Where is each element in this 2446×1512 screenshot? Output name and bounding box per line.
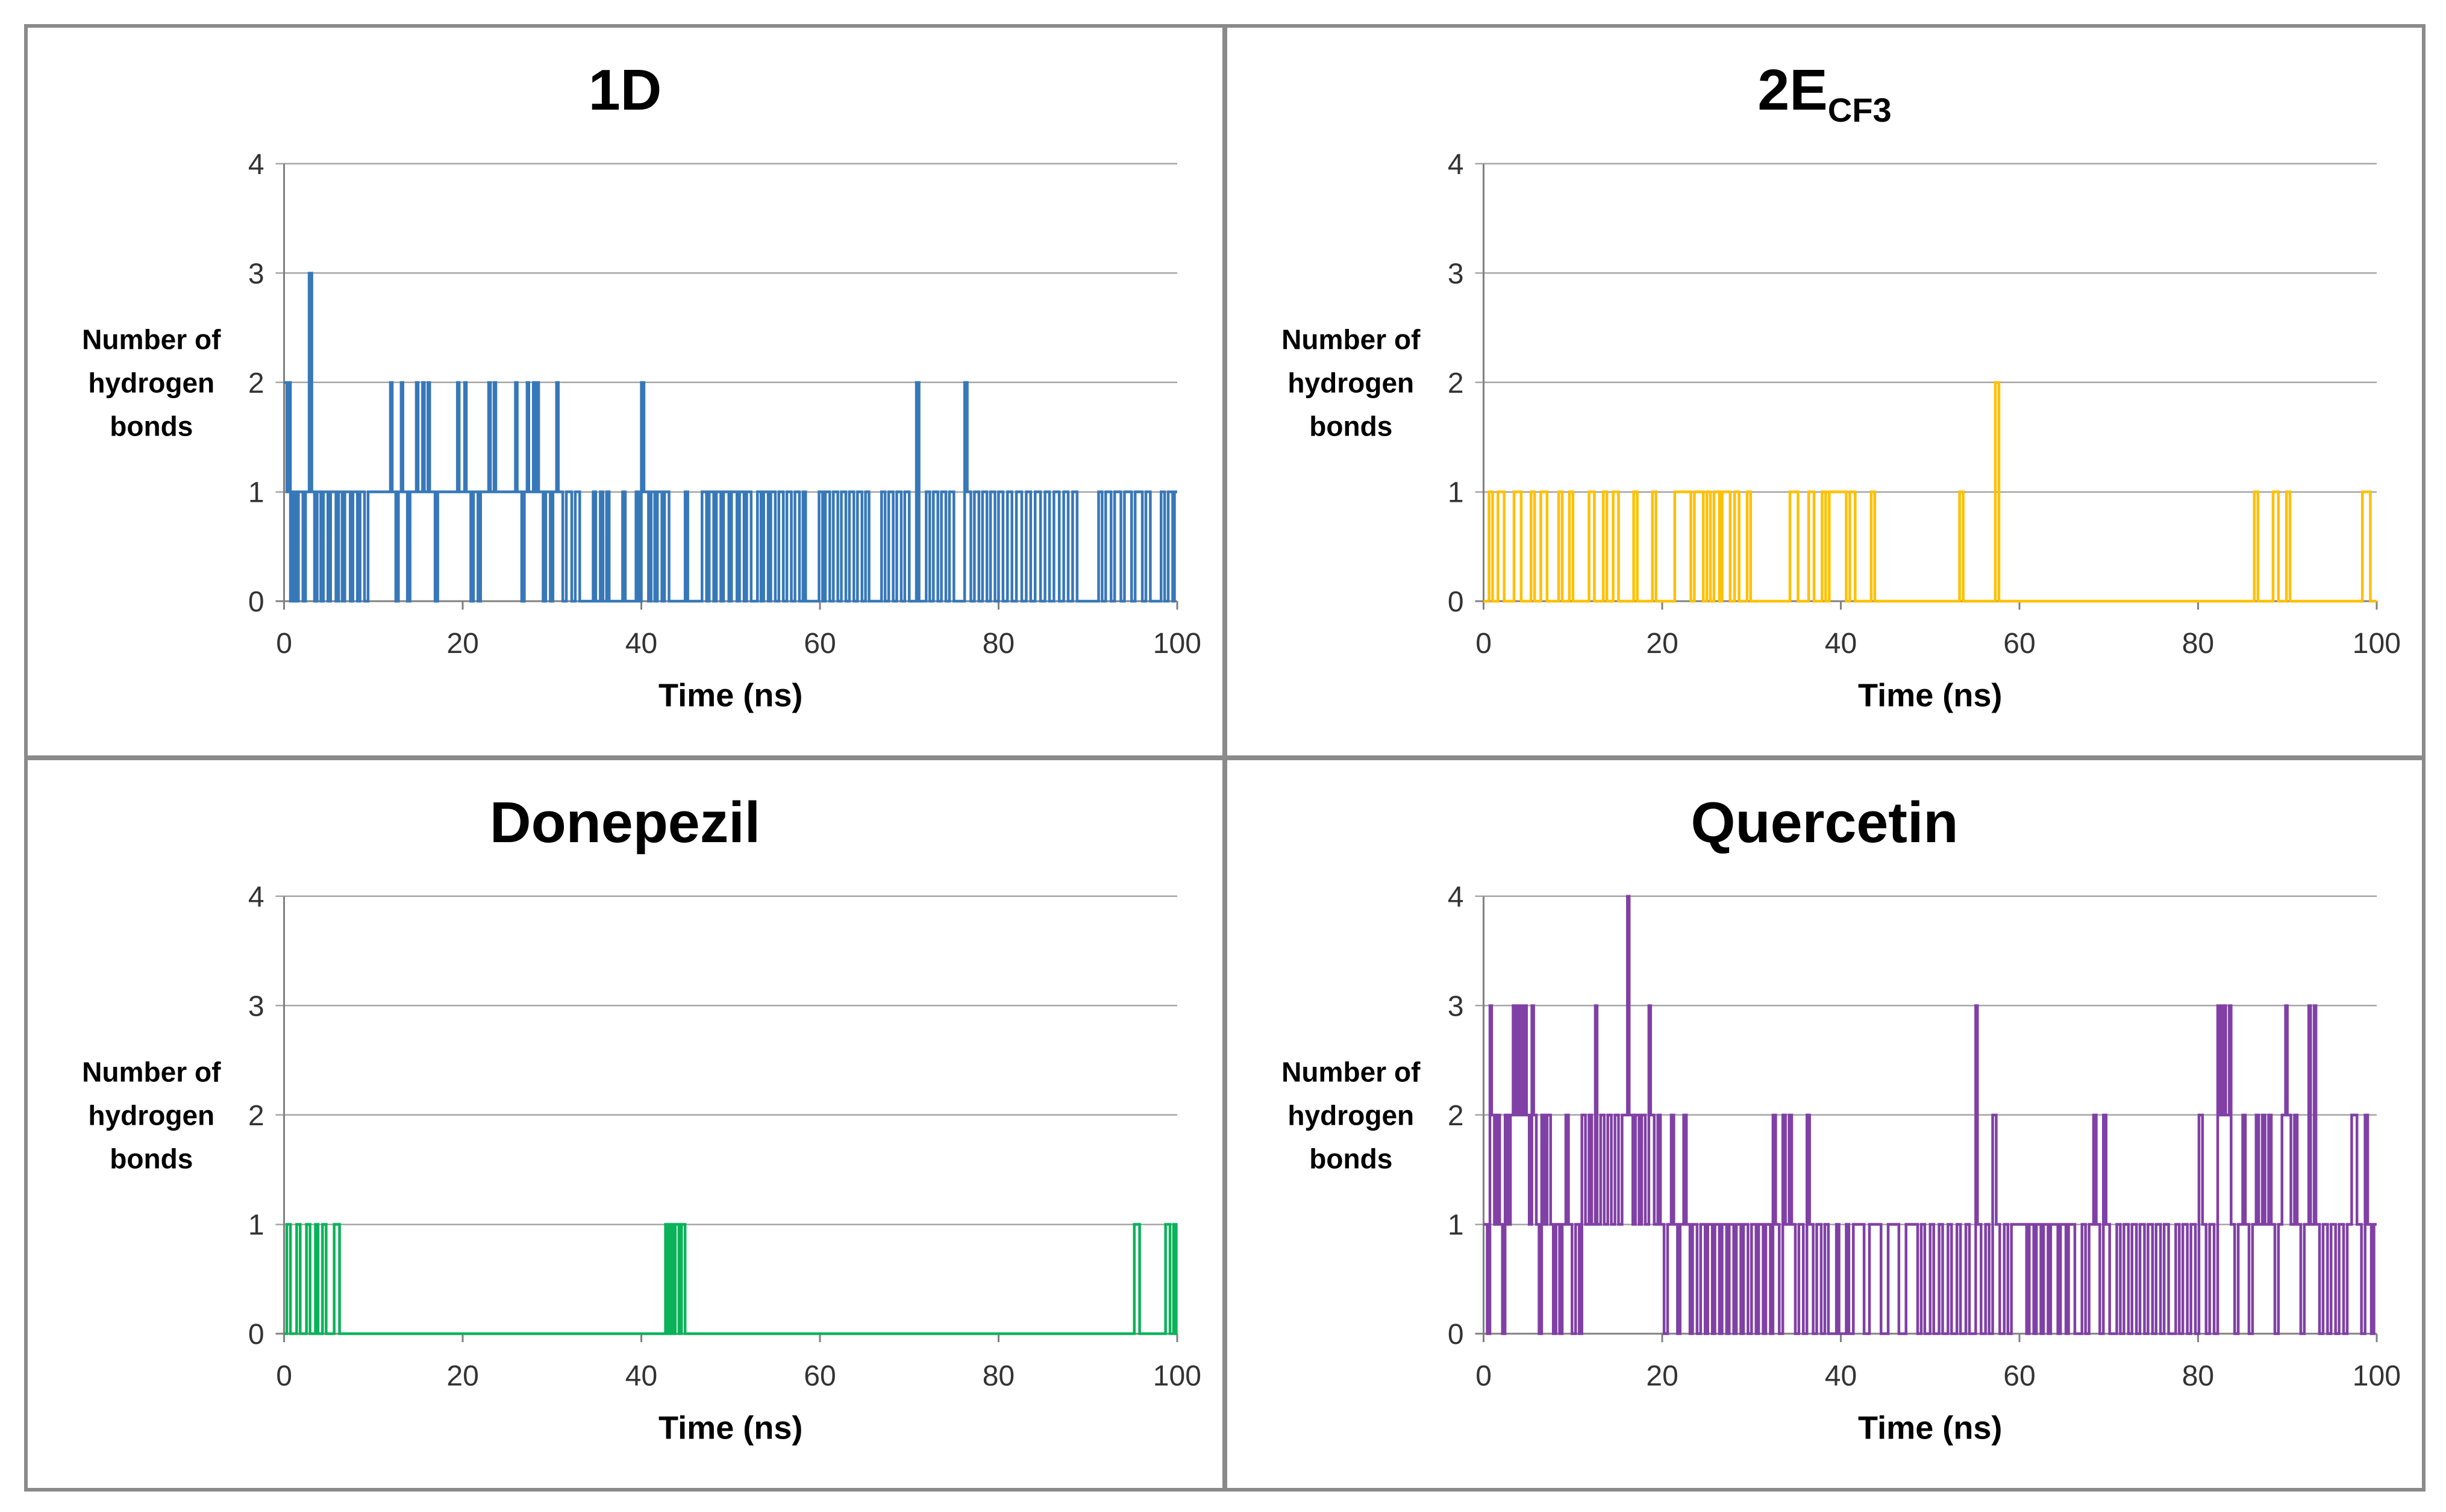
x-tick-label: 40 <box>625 1360 657 1392</box>
y-tick-label: 0 <box>248 1318 264 1351</box>
chart-panel-2ecf3: 2ECF3 Number of hydrogen bonds 0 1 2 3 4 0 20 40 6… <box>1227 28 2422 755</box>
x-axis-title: Time (ns) <box>1858 1410 2002 1446</box>
y-axis-title: Number of hydrogen bonds <box>1281 1056 1421 1174</box>
y-tick-label: 1 <box>248 1209 264 1242</box>
series-line <box>284 272 1177 603</box>
y-tick-label: 0 <box>1448 586 1464 618</box>
y-tick-label: 3 <box>1448 990 1464 1022</box>
y-tick-label: 2 <box>1448 367 1464 399</box>
chart-title: Quercetin <box>1691 791 1958 855</box>
figure-grid-frame: 1D Number of hydrogen bonds 0 1 2 3 4 0 20 40 60 80… <box>24 24 2426 1492</box>
y-tick-label: 3 <box>1448 257 1464 290</box>
chart-title: 1D <box>589 58 662 122</box>
x-tick-label: 20 <box>1646 1360 1678 1392</box>
x-tick-label: 40 <box>625 627 657 660</box>
x-tick-label: 20 <box>446 1360 478 1392</box>
y-tick-label: 2 <box>1448 1099 1464 1132</box>
x-tick-label: 80 <box>2182 1360 2214 1392</box>
y-tick-label: 4 <box>248 148 264 181</box>
x-tick-label: 20 <box>1646 627 1678 660</box>
chart-panel-1d: 1D Number of hydrogen bonds 0 1 2 3 4 0 20 40 60 80… <box>28 28 1222 755</box>
y-tick-label: 4 <box>1448 881 1464 913</box>
x-tick-label: 20 <box>446 627 478 660</box>
x-tick-label: 80 <box>983 627 1015 660</box>
x-tick-label: 60 <box>2003 627 2035 660</box>
x-tick-label: 100 <box>1153 627 1201 660</box>
x-axis-title: Time (ns) <box>1858 677 2002 713</box>
y-tick-label: 0 <box>1448 1318 1464 1351</box>
x-tick-label: 60 <box>804 1360 836 1392</box>
y-tick-label: 4 <box>1448 148 1464 181</box>
chart-title: Donepezil <box>490 791 760 855</box>
x-tick-label: 40 <box>1825 1360 1857 1392</box>
y-tick-label: 4 <box>248 881 264 913</box>
x-tick-label: 80 <box>983 1360 1015 1392</box>
x-tick-label: 0 <box>276 627 292 660</box>
y-axis-title: Number of hydrogen bonds <box>1281 323 1421 442</box>
x-axis-title: Time (ns) <box>658 677 802 713</box>
x-tick-label: 60 <box>804 627 836 660</box>
x-tick-label: 40 <box>1825 627 1857 660</box>
x-tick-label: 0 <box>1475 627 1492 660</box>
y-tick-label: 1 <box>1448 476 1464 509</box>
x-tick-label: 100 <box>1153 1360 1201 1392</box>
x-tick-label: 80 <box>2182 627 2214 660</box>
series-line <box>284 1223 1178 1335</box>
x-axis-title: Time (ns) <box>658 1410 802 1446</box>
x-tick-label: 60 <box>2003 1360 2035 1392</box>
y-tick-label: 2 <box>248 1099 264 1132</box>
y-tick-label: 2 <box>248 367 264 399</box>
y-tick-label: 3 <box>248 257 264 290</box>
y-axis-title: Number of hydrogen bonds <box>82 323 221 442</box>
x-tick-label: 0 <box>1475 1360 1492 1392</box>
x-tick-label: 100 <box>2353 1360 2401 1392</box>
x-tick-label: 0 <box>276 1360 292 1392</box>
y-tick-label: 0 <box>248 586 264 618</box>
x-tick-label: 100 <box>2353 627 2401 660</box>
y-axis-title: Number of hydrogen bonds <box>82 1056 221 1174</box>
y-tick-label: 1 <box>248 476 264 509</box>
series-line <box>1483 895 2377 1335</box>
series-line <box>1483 381 2377 603</box>
y-tick-label: 1 <box>1448 1209 1464 1242</box>
chart-title: 2ECF3 <box>1757 58 1891 129</box>
y-tick-label: 3 <box>248 990 264 1022</box>
